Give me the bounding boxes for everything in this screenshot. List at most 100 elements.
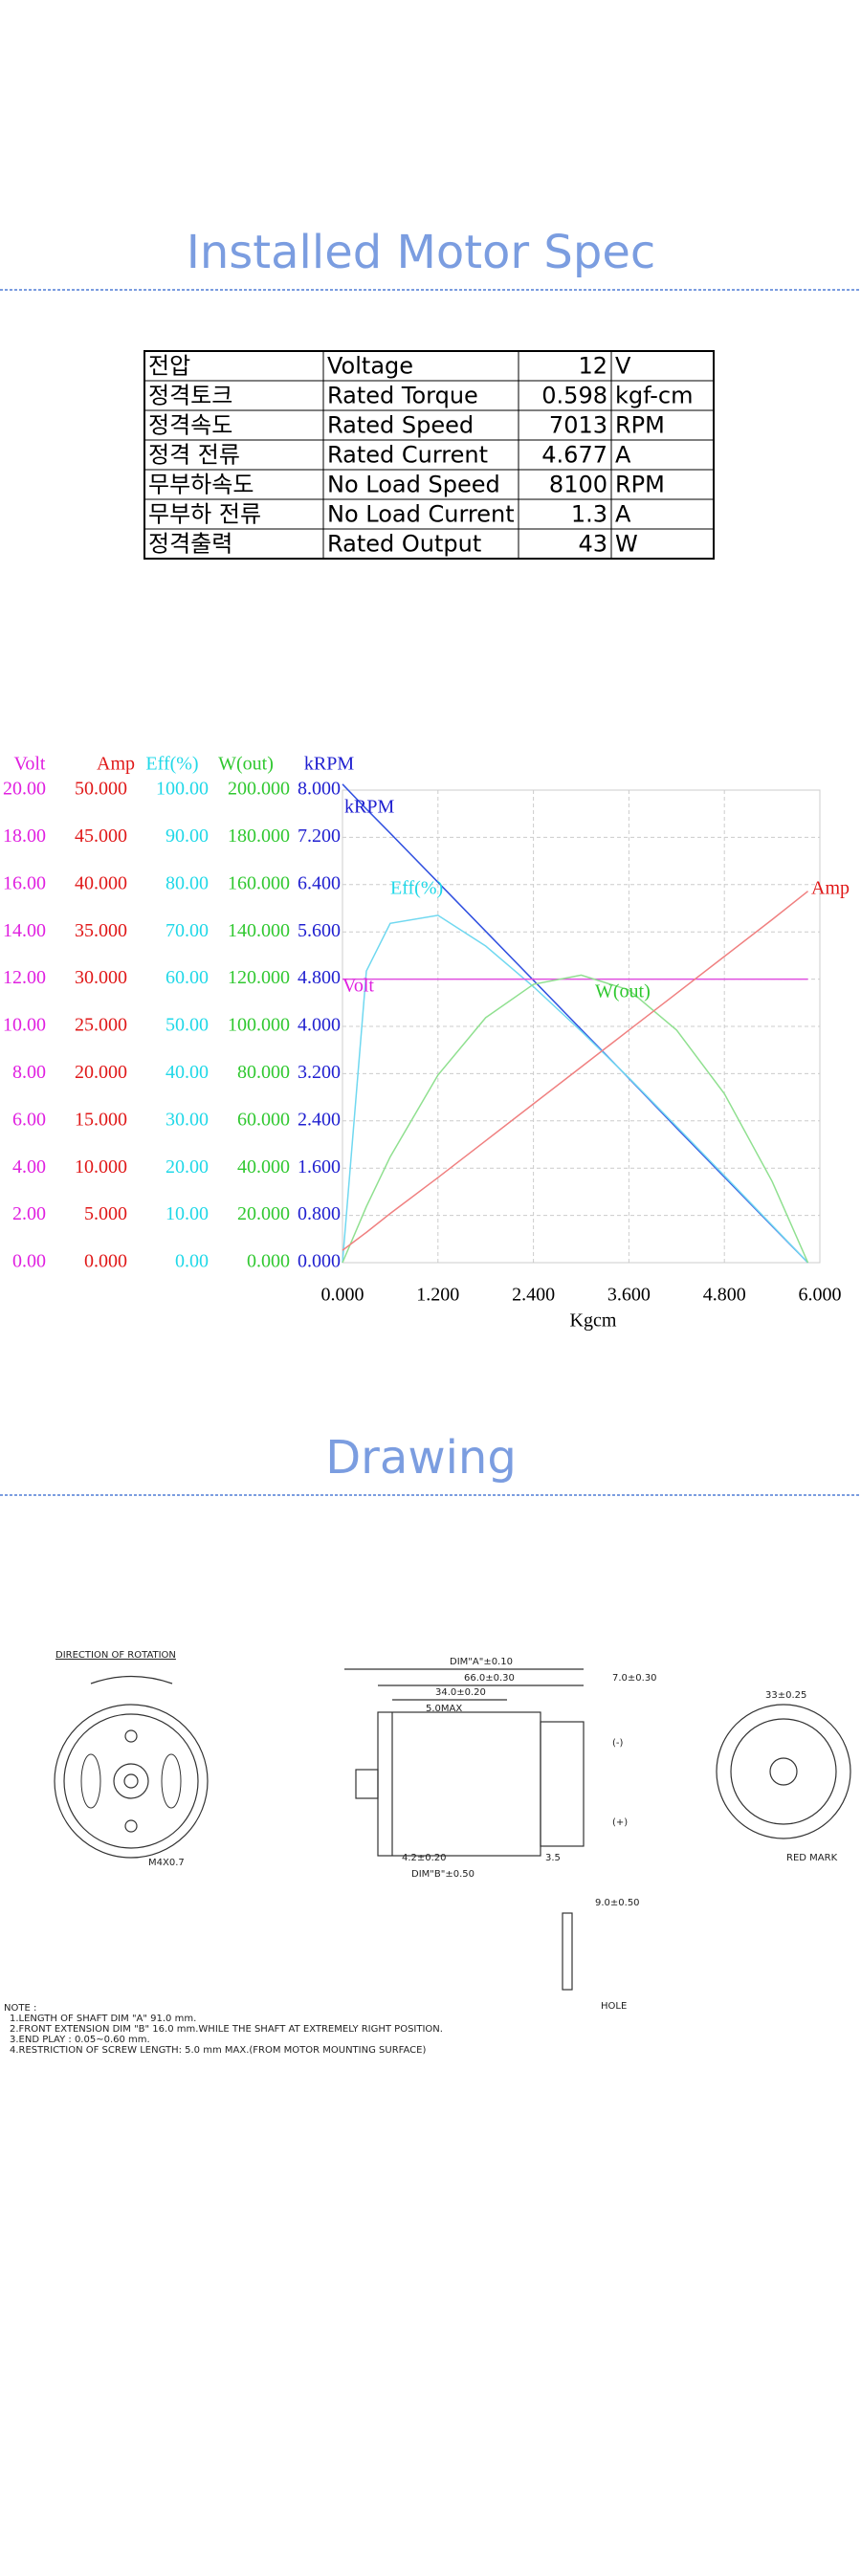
table-cell: 0.598 — [541, 383, 607, 409]
series-label: Eff(%) — [390, 878, 443, 899]
spec-table: 전압 Voltage 12 V 정격토크 Rated Torque 0.598 kgf-cm 정… — [144, 350, 715, 560]
label: 66.0±0.30 — [464, 1673, 515, 1684]
table-cell: No Load Current — [327, 501, 515, 528]
outline — [730, 1718, 837, 1825]
y-tick-label: 0.000 — [247, 1251, 290, 1272]
series-label: kRPM — [344, 797, 394, 818]
table-cell: RPM — [615, 472, 665, 498]
outline — [769, 1757, 798, 1786]
series-label: W(out) — [595, 981, 651, 1002]
y-tick-label: 140.000 — [228, 920, 290, 941]
series-label: Volt — [342, 976, 374, 997]
table-cell: 전압 — [148, 353, 190, 380]
label: DIM"B"±0.50 — [411, 1869, 475, 1880]
outline — [113, 1763, 149, 1799]
y-tick-label: 1.600 — [298, 1156, 341, 1178]
table-cell: Rated Output — [327, 531, 481, 558]
series-line — [342, 783, 809, 1264]
outline — [63, 1713, 199, 1849]
y-tick-label: 20.00 — [3, 779, 46, 800]
y-tick-label: 7.200 — [298, 826, 341, 847]
outline — [377, 1711, 541, 1857]
y-tick-label: 60.00 — [166, 967, 209, 988]
y-tick-label: 0.000 — [298, 1251, 341, 1272]
y-tick-label: 60.000 — [237, 1109, 290, 1130]
table-cell: 정격 전류 — [148, 442, 240, 469]
y-tick-label: 70.00 — [166, 920, 209, 941]
table-cell: 정격토크 — [148, 383, 232, 409]
table-border — [144, 350, 715, 560]
y-tick-label: 3.200 — [298, 1062, 341, 1083]
y-tick-label: 160.000 — [228, 872, 290, 893]
y-tick-label: 25.000 — [75, 1015, 127, 1036]
axis-title: kRPM — [304, 754, 354, 775]
outline — [716, 1704, 851, 1839]
y-tick-label: 0.800 — [298, 1203, 341, 1224]
table-cell: Rated Torque — [327, 383, 478, 409]
y-tick-label: 4.000 — [298, 1015, 341, 1036]
x-tick-label: 0.000 — [321, 1285, 364, 1306]
table-cell: 8100 — [549, 472, 607, 498]
note-line: 1.LENGTH OF SHAFT DIM "A" 91.0 mm. — [10, 2014, 196, 2024]
label: 34.0±0.20 — [435, 1687, 486, 1698]
y-tick-label: 2.400 — [298, 1109, 341, 1130]
y-tick-label: 30.000 — [75, 967, 127, 988]
table-cell: Rated Speed — [327, 412, 474, 439]
note-line: 3.END PLAY : 0.05~0.60 mm. — [10, 2035, 150, 2045]
table-cell: 1.3 — [571, 501, 607, 528]
x-tick-label: 4.800 — [703, 1285, 746, 1306]
y-tick-label: 40.000 — [237, 1156, 290, 1178]
table-cell: Voltage — [327, 353, 413, 380]
table-cell: 43 — [578, 531, 607, 558]
y-tick-label: 30.00 — [166, 1109, 209, 1130]
outline — [161, 1753, 182, 1809]
y-tick-label: 6.400 — [298, 872, 341, 893]
outline — [124, 1819, 138, 1833]
outline — [124, 1729, 138, 1743]
label: DIRECTION OF ROTATION — [55, 1650, 176, 1661]
label: M4X0.7 — [148, 1858, 185, 1868]
y-tick-label: 0.00 — [175, 1251, 209, 1272]
y-tick-label: 120.000 — [228, 967, 290, 988]
table-cell: Rated Current — [327, 442, 488, 469]
table-cell: RPM — [615, 412, 665, 439]
x-tick-label: 6.000 — [799, 1285, 842, 1306]
y-tick-label: 50.00 — [166, 1015, 209, 1036]
table-cell: A — [615, 501, 631, 528]
y-tick-label: 20.000 — [237, 1203, 290, 1224]
y-tick-label: 14.00 — [3, 920, 46, 941]
table-cell: 정격속도 — [148, 412, 232, 439]
y-tick-label: 35.000 — [75, 920, 127, 941]
table-cell: A — [615, 442, 631, 469]
table-cell: kgf-cm — [615, 383, 694, 409]
table-cell: V — [615, 353, 631, 380]
plot-frame — [342, 789, 821, 1264]
y-tick-label: 50.000 — [75, 779, 127, 800]
x-axis-title: Kgcm — [570, 1310, 617, 1332]
y-tick-label: 100.00 — [156, 779, 209, 800]
y-tick-label: 10.00 — [166, 1203, 209, 1224]
series-line — [342, 914, 809, 1264]
y-tick-label: 10.00 — [3, 1015, 46, 1036]
label: 5.0MAX — [426, 1704, 462, 1714]
table-cell: 4.677 — [541, 442, 607, 469]
y-tick-label: 20.00 — [166, 1156, 209, 1178]
outline — [54, 1704, 209, 1859]
axis-title: Volt — [14, 754, 46, 775]
note-line: NOTE : — [4, 2003, 36, 2014]
y-tick-label: 80.000 — [237, 1062, 290, 1083]
label: (-) — [612, 1738, 624, 1749]
table-cell: 7013 — [549, 412, 607, 439]
y-tick-label: 180.000 — [228, 826, 290, 847]
label: 4.2±0.20 — [402, 1853, 447, 1863]
table-cell: No Load Speed — [327, 472, 500, 498]
x-tick-label: 3.600 — [607, 1285, 651, 1306]
y-tick-label: 4.00 — [12, 1156, 46, 1178]
label: 7.0±0.30 — [612, 1673, 657, 1684]
table-cell: 정격출력 — [148, 531, 232, 558]
y-tick-label: 5.000 — [84, 1203, 127, 1224]
label: RED MARK — [786, 1853, 838, 1863]
y-tick-label: 8.00 — [12, 1062, 46, 1083]
y-tick-label: 0.00 — [12, 1251, 46, 1272]
section-title: Installed Motor Spec — [187, 226, 656, 279]
